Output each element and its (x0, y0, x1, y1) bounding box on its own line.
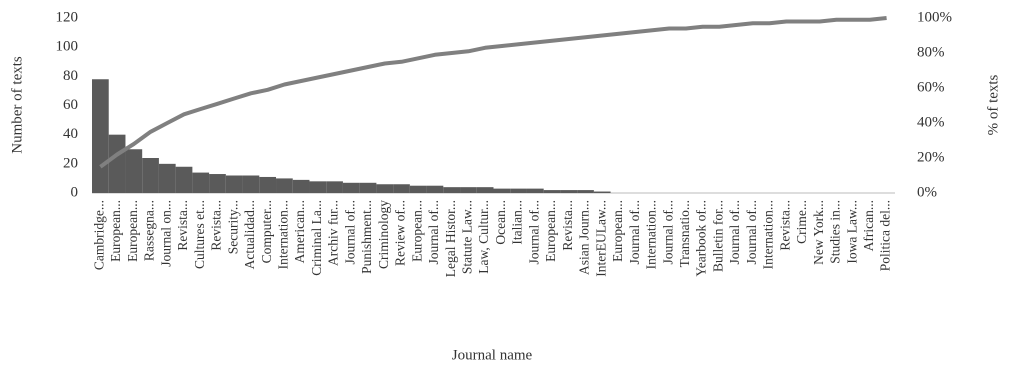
bar (476, 187, 494, 193)
x-tick-label: Cambridge... (91, 200, 106, 270)
y2-tick-label: 60% (917, 79, 945, 95)
bar (326, 181, 343, 193)
bar (577, 190, 594, 193)
x-tick-label: Revista... (175, 200, 190, 251)
x-tick-label: European... (108, 200, 123, 262)
x-tick-label: Journal of... (526, 200, 541, 265)
x-tick-label: European... (125, 200, 140, 262)
x-tick-label: Legal Histor... (443, 200, 458, 277)
y2-tick-label: 80% (917, 44, 945, 60)
bar (92, 79, 109, 193)
bar (108, 134, 126, 193)
y-tick-label: 60 (63, 97, 78, 113)
x-tick-label: Archiv fur... (326, 200, 341, 266)
bar (259, 176, 277, 193)
x-tick-label: Law, Cultur... (476, 200, 491, 274)
bar (409, 185, 427, 193)
x-tick-label: European... (543, 200, 558, 262)
x-tick-label: Rassegna... (142, 200, 157, 261)
y-tick-label: 100 (56, 39, 79, 55)
x-tick-label: European... (409, 200, 424, 262)
cumulative-line (99, 16, 887, 169)
bar (342, 182, 360, 193)
y2-tick-label: 40% (917, 114, 945, 130)
y2-axis-title: % of texts (985, 74, 1001, 135)
x-tick-label: Security... (225, 200, 240, 254)
x-tick-label: Internation... (761, 200, 776, 269)
x-tick-label: Internation... (275, 200, 290, 269)
bar (209, 174, 226, 193)
x-tick-label: Review of... (393, 200, 408, 266)
bar (309, 181, 327, 193)
x-tick-label: Revista... (560, 200, 575, 251)
x-tick-label: Iowa Law... (844, 200, 859, 264)
x-tick-label: Internation... (644, 200, 659, 269)
bar (192, 172, 210, 193)
x-tick-label: Computer... (259, 200, 274, 263)
y-tick-label: 20 (63, 155, 78, 171)
y-tick-label: 0 (71, 184, 79, 200)
y-axis-title: Number of texts (9, 56, 25, 154)
y2-tick-label: 100% (917, 9, 952, 25)
bar (359, 182, 377, 193)
bar (443, 187, 461, 193)
bar (560, 190, 578, 193)
bar (125, 149, 143, 193)
bar (292, 179, 310, 193)
x-tick-label: Journal on... (158, 200, 173, 267)
x-tick-label: Criminology (376, 200, 391, 269)
x-tick-label: Statute Law... (460, 200, 475, 274)
bar (393, 184, 410, 193)
bar (276, 178, 293, 193)
bar (460, 187, 477, 193)
x-tick-label: Actualidad... (242, 200, 257, 269)
bar (593, 191, 611, 193)
x-tick-label: European... (610, 200, 625, 262)
y-tick-label: 80 (63, 68, 78, 84)
bar (175, 166, 193, 193)
y-tick-label: 40 (63, 126, 78, 142)
bar (158, 163, 176, 193)
x-tick-label: Asian Journ... (577, 200, 592, 275)
x-tick-label: InterEULaw... (593, 200, 608, 277)
x-tick-label: New York... (811, 200, 826, 265)
x-tick-label: Journal of... (727, 200, 742, 265)
y2-tick-label: 0% (917, 184, 937, 200)
bar (426, 185, 444, 193)
y2-tick-label: 20% (917, 149, 945, 165)
bar (376, 184, 394, 193)
x-tick-label: Cultures et... (192, 200, 207, 269)
x-tick-label: Criminal La... (309, 200, 324, 276)
bar (543, 190, 561, 193)
x-axis-title: Journal name (452, 347, 533, 363)
x-tick-label: Politica del... (878, 200, 893, 271)
x-tick-label: Transnatio... (677, 200, 692, 267)
bar (526, 188, 544, 193)
x-tick-label: Italian... (510, 200, 525, 245)
x-tick-label: Journal of... (627, 200, 642, 265)
x-tick-label: Journal of... (342, 200, 357, 265)
x-tick-label: Yearbook of... (694, 200, 709, 277)
x-tick-label: American... (292, 200, 307, 263)
x-tick-label: Crime... (794, 200, 809, 244)
x-tick-label: Revista... (209, 200, 224, 251)
x-tick-label: Punishment... (359, 200, 374, 274)
bar (242, 175, 260, 193)
y-tick-label: 120 (56, 9, 79, 25)
x-tick-label: Journal of... (744, 200, 759, 265)
x-tick-label: Journal of... (426, 200, 441, 265)
bar (225, 175, 243, 193)
bar (493, 188, 511, 193)
x-tick-label: Studies in... (828, 200, 843, 264)
x-tick-label: Ocean... (493, 200, 508, 245)
x-tick-label: Bulletin for... (710, 200, 725, 272)
x-tick-label: African... (861, 200, 876, 251)
bar (142, 158, 159, 193)
x-tick-label: Revista... (777, 200, 792, 251)
x-tick-label: Journal of... (660, 200, 675, 265)
bar (510, 188, 527, 193)
